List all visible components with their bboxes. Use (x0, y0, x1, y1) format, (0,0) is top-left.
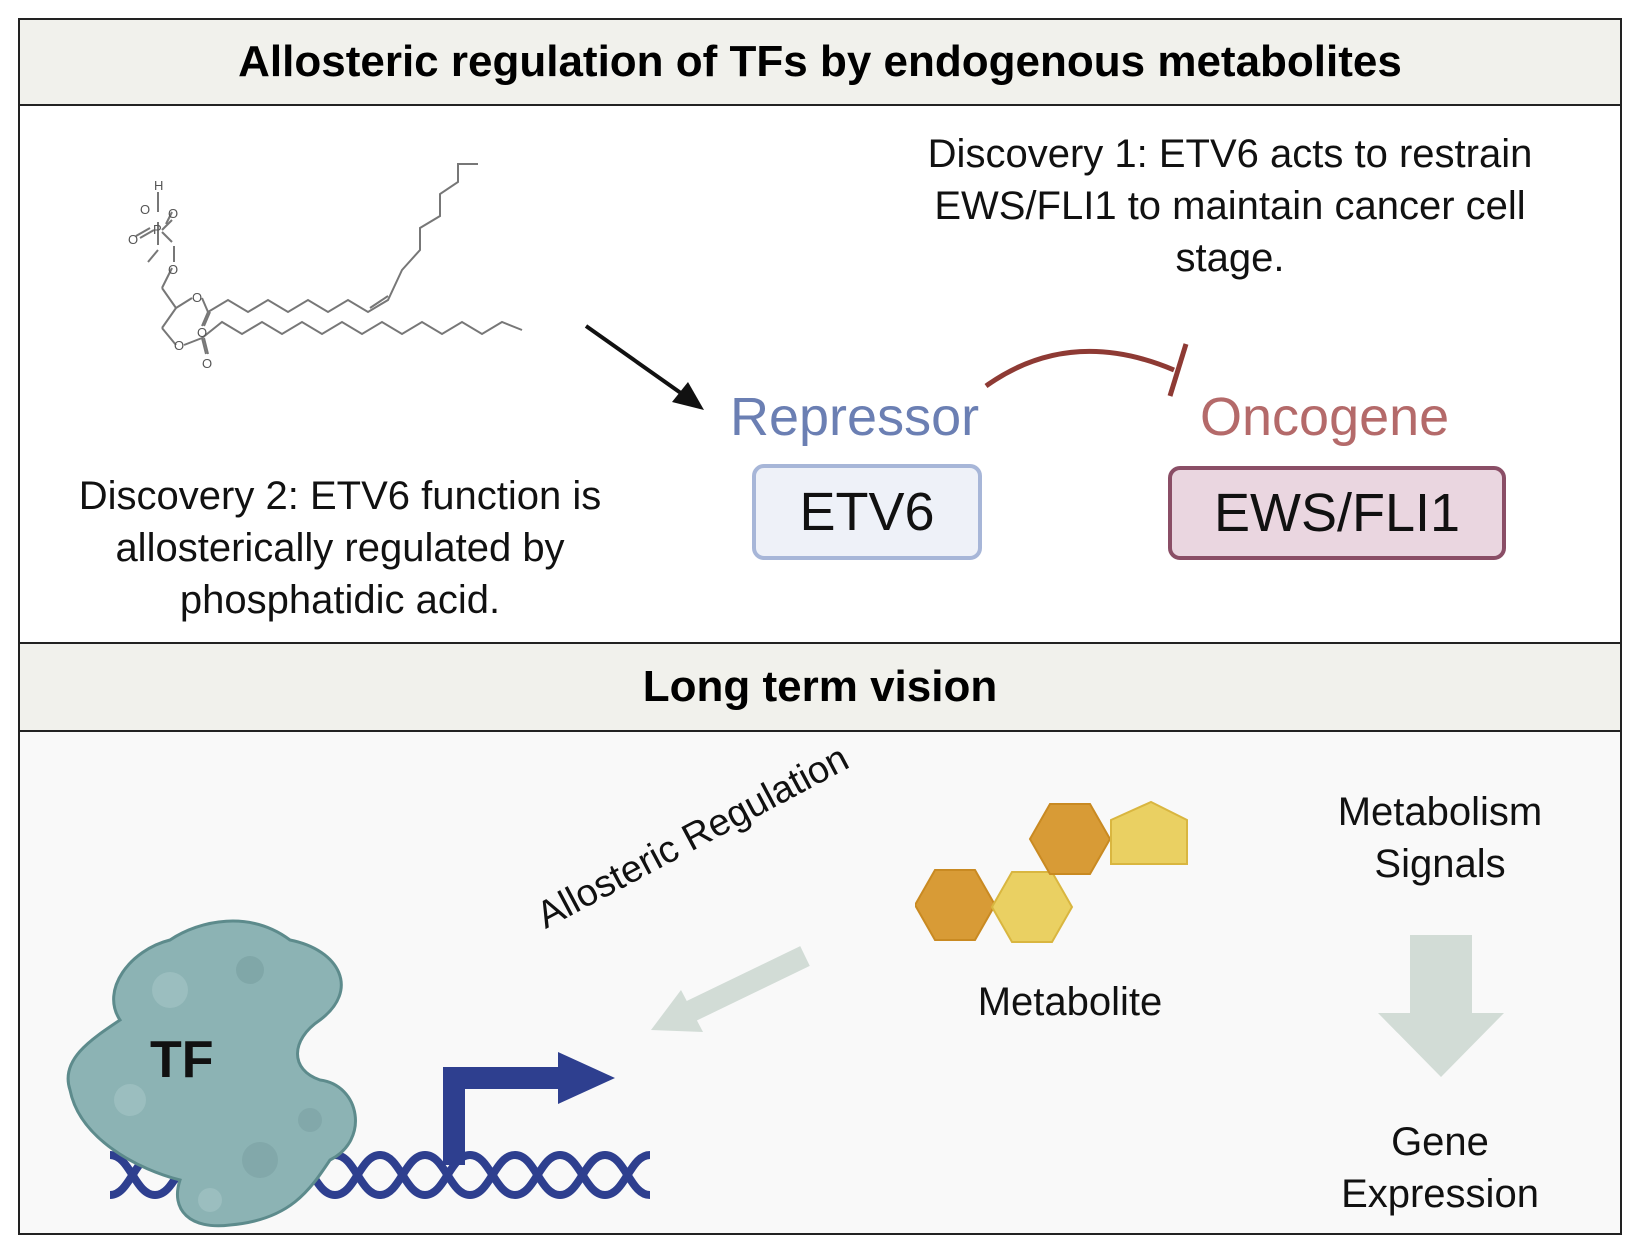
atom-o: O (197, 325, 207, 340)
atom-o: O (202, 356, 212, 371)
atom-o: O (168, 262, 178, 277)
atom-p: P (153, 222, 162, 237)
etv6-label: ETV6 (799, 482, 935, 542)
top-header: Allosteric regulation of TFs by endogeno… (18, 18, 1622, 106)
inhibition-arc (984, 343, 1189, 397)
tf-protein-shape (66, 919, 357, 1228)
bottom-title: Long term vision (642, 662, 998, 711)
repressor-label: Repressor (730, 387, 980, 447)
ews-fli1-box: EWS/FLI1 (1168, 466, 1506, 560)
tf-label: TF (150, 1031, 214, 1089)
top-title: Allosteric regulation of TFs by endogeno… (238, 37, 1402, 86)
allosteric-arrow (651, 946, 810, 1032)
signal-down-arrow (1378, 935, 1504, 1077)
gene-expression-label: Gene Expression (1300, 1116, 1580, 1220)
atom-o: O (128, 232, 138, 247)
transcription-start-arrow (443, 1052, 615, 1165)
atom-h: H (154, 178, 163, 193)
ews-fli1-label: EWS/FLI1 (1213, 483, 1461, 543)
bottom-header: Long term vision (18, 642, 1622, 732)
binding-arrow (584, 324, 704, 410)
atom-o: O (168, 206, 178, 221)
signals-line-2: Signals (1374, 842, 1506, 886)
metabolite-hexagons (915, 800, 1188, 943)
discovery-2-text: Discovery 2: ETV6 function is allosteric… (78, 474, 602, 622)
discovery-1-text: Discovery 1: ETV6 acts to restrain EWS/F… (927, 132, 1533, 280)
atom-o: O (192, 290, 202, 305)
atom-o: O (140, 202, 150, 217)
phosphatidic-acid-structure: H O P O O O O O O O (128, 163, 523, 371)
oncogene-label: Oncogene (1200, 387, 1450, 447)
metabolism-signals-label: Metabolism Signals (1300, 786, 1580, 890)
signals-line-1: Metabolism (1337, 790, 1543, 834)
etv6-box: ETV6 (752, 464, 982, 560)
metabolite-label: Metabolite (977, 980, 1163, 1024)
gene-line-1: Gene (1391, 1120, 1489, 1164)
gene-line-2: Expression (1341, 1172, 1539, 1216)
atom-o: O (174, 338, 184, 353)
